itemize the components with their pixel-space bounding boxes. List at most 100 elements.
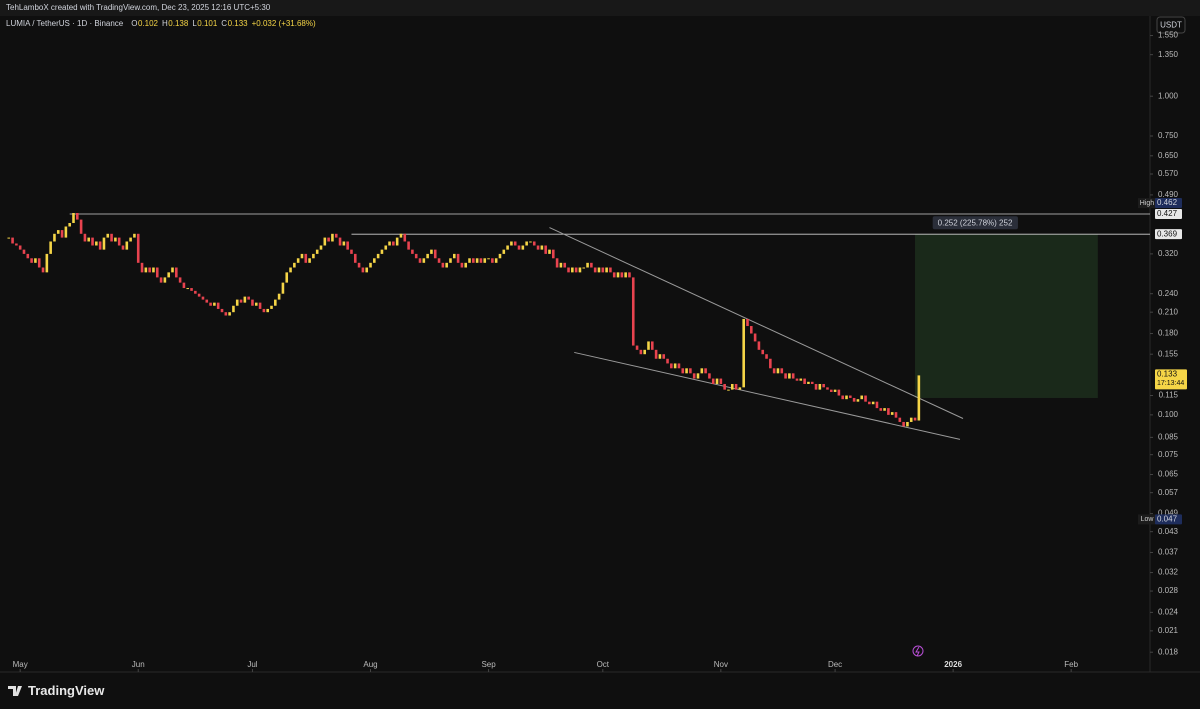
candle (319, 245, 323, 250)
candle (411, 249, 414, 254)
candle (414, 253, 418, 259)
candle (597, 267, 601, 273)
candle (213, 302, 216, 306)
candle (399, 233, 403, 238)
candle (647, 341, 650, 350)
candle (437, 258, 441, 263)
candle (860, 395, 864, 400)
candle (247, 296, 250, 300)
candle (540, 245, 544, 250)
candle (658, 354, 662, 359)
candle (849, 395, 852, 398)
candle (513, 241, 517, 246)
candle (704, 368, 707, 374)
candle (532, 241, 536, 246)
candle (913, 417, 917, 421)
candle (525, 241, 528, 246)
symbol: LUMIA / TetherUS · 1D · Binance (6, 19, 124, 28)
candle (262, 308, 266, 313)
y-tick-label: 1.550 (1158, 31, 1179, 40)
candle (662, 354, 666, 359)
candle (555, 258, 559, 268)
candle (182, 282, 186, 289)
y-tick-label: 1.350 (1158, 50, 1179, 59)
candle (95, 241, 98, 246)
y-tick-label: 0.650 (1158, 151, 1179, 160)
candle (155, 267, 159, 278)
candle (464, 262, 468, 268)
candle (254, 302, 258, 306)
candle (799, 378, 803, 381)
y-tick-label: 0.155 (1158, 349, 1179, 358)
candle (593, 267, 597, 273)
candle (129, 237, 132, 242)
x-tick-label: Jul (247, 660, 257, 669)
candle (361, 267, 365, 273)
currency-button[interactable] (1156, 16, 1186, 34)
event-icon[interactable] (912, 645, 924, 657)
candle (64, 226, 68, 238)
candle (274, 299, 277, 306)
candle (49, 241, 52, 254)
y-tick-label: 0.049 (1158, 509, 1179, 518)
candle (902, 421, 905, 427)
candle (769, 358, 772, 369)
candle (53, 233, 56, 242)
candle (228, 312, 231, 316)
candle (883, 408, 886, 411)
candle (654, 349, 658, 359)
candle (373, 258, 376, 263)
candle (624, 272, 627, 278)
candle (72, 212, 75, 224)
credit: TehLamboX created with TradingView.com, … (6, 3, 271, 12)
candle (152, 267, 155, 273)
y-tick-label: 0.570 (1158, 169, 1179, 178)
candle (887, 408, 890, 415)
candle (117, 237, 121, 246)
candle (651, 341, 654, 350)
candle (871, 401, 875, 405)
y-tick-label: 0.115 (1159, 391, 1179, 400)
currency[interactable]: USDT (1160, 21, 1182, 30)
y-tick-label: 0.032 (1158, 568, 1179, 577)
candle (140, 262, 144, 273)
candle (190, 288, 193, 291)
candle (479, 258, 483, 263)
candle (365, 267, 368, 273)
ohlc-value: 0.133 (228, 19, 249, 28)
candle (791, 373, 795, 379)
ohlc-key: C (221, 19, 227, 28)
candle (757, 341, 761, 350)
x-tick-label: 2026 (944, 660, 962, 669)
candle (890, 412, 894, 415)
candle (449, 258, 452, 263)
candle (232, 305, 235, 313)
candle (909, 417, 913, 422)
brand: TradingView (28, 683, 105, 698)
candle (536, 245, 540, 250)
candle (430, 249, 433, 254)
trendline (574, 351, 961, 440)
candle (727, 389, 730, 391)
candle (734, 383, 738, 390)
candle (56, 230, 60, 234)
candle (194, 290, 197, 294)
candle (312, 253, 315, 259)
candle (239, 299, 243, 303)
candle (18, 245, 22, 250)
candle (742, 318, 745, 388)
candle (186, 288, 190, 290)
candle (719, 378, 723, 384)
candle (818, 383, 822, 390)
candle (841, 395, 844, 400)
candle (723, 383, 726, 390)
candle (814, 383, 818, 390)
candle (578, 267, 582, 273)
position-label: 0.252 (225.78%) 252 (938, 218, 1013, 227)
y-tick-label: 0.043 (1158, 527, 1179, 536)
candle (807, 381, 810, 384)
candle (917, 375, 921, 421)
candle (696, 373, 700, 379)
candle (376, 253, 380, 259)
